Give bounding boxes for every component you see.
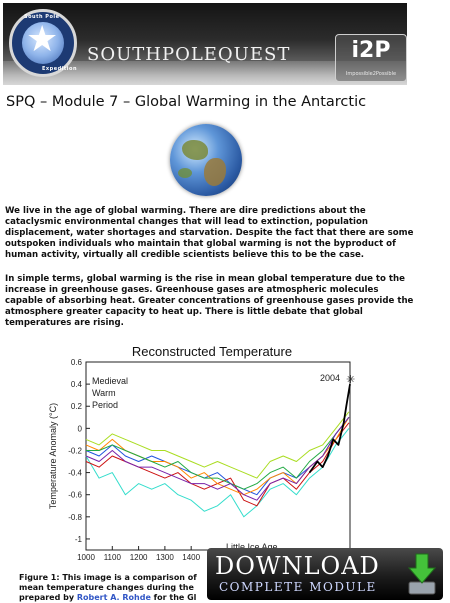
y-tick-label: -0.6 [68, 491, 82, 500]
y-tick-label: -0.4 [68, 469, 82, 478]
partner-logo-mark: i2P [351, 38, 391, 63]
x-tick-label: 1200 [130, 553, 148, 562]
chart-title: Reconstructed Temperature [132, 344, 292, 359]
caption-suffix: for the Gl [150, 593, 197, 602]
series-line-2 [85, 422, 350, 507]
x-tick-label: 1100 [104, 553, 122, 562]
annotation-little-ice-age: Little Ice Age [226, 542, 278, 552]
x-tick-label: 1000 [77, 553, 95, 562]
y-tick-label: 0.4 [71, 380, 83, 389]
partner-tagline: Impossible2Possible [345, 71, 397, 77]
page-title: SPQ – Module 7 – Global Warming in the A… [6, 94, 367, 110]
logo-text-bottom: Expedition [42, 66, 78, 72]
y-axis-label: Temperature Anomaly (°C) [48, 403, 58, 509]
star-icon: ★ [26, 19, 59, 60]
logo-text-top: South Pole [24, 14, 60, 20]
annotation-medieval-1: Medieval [92, 376, 128, 386]
figure-caption: Figure 1: This image is a comparison of … [19, 573, 197, 603]
caption-line-3: prepared by Robert A. Rohde for the Gl [19, 593, 197, 603]
caption-line-2: mean temperature changes during the [19, 583, 194, 592]
asterisk-marker-icon: ✳ [346, 374, 355, 386]
series-group [85, 383, 351, 518]
header-banner: ★ South Pole Expedition SOUTHPOLEQUEST i… [3, 3, 407, 85]
x-tick-label: 1400 [182, 553, 200, 562]
y-tick-label: -0.2 [68, 446, 82, 455]
reconstructed-temperature-chart: Reconstructed Temperature 0.6 0.4 0.2 0 -0.2… [48, 344, 355, 562]
y-tick-label: -0.8 [68, 513, 82, 522]
earth-globe-icon [170, 124, 242, 196]
expedition-logo[interactable]: ★ South Pole Expedition [9, 9, 77, 77]
annotation-medieval-2: Warm [92, 388, 116, 398]
series-line-0 [85, 428, 350, 518]
annotation-medieval-3: Period [92, 400, 118, 410]
y-tick-label: 0.2 [71, 402, 83, 411]
y-tick-label: -1 [75, 535, 83, 544]
caption-line-1: Figure 1: This image is a comparison of [19, 573, 197, 582]
definition-paragraph: In simple terms, global warming is the r… [5, 274, 414, 328]
x-axis: 1000 1100 1200 1300 1400 [77, 546, 201, 562]
annotation-2004: 2004 [320, 373, 340, 383]
series-line-7 [308, 383, 351, 474]
series-line-1 [85, 416, 350, 496]
series-line-6 [85, 416, 350, 501]
series-line-4 [85, 411, 350, 479]
intro-paragraph: We live in the age of global warming. Th… [5, 206, 414, 260]
caption-prefix: prepared by [19, 593, 77, 602]
series-line-5 [86, 416, 350, 490]
brand-name[interactable]: SOUTHPOLEQUEST [87, 44, 291, 65]
download-label: DOWNLOAD [215, 552, 380, 580]
download-arrow-icon [407, 553, 437, 595]
download-sublabel: COMPLETE MODULE [219, 580, 377, 594]
download-module-button[interactable]: DOWNLOAD COMPLETE MODULE [207, 548, 443, 600]
x-tick-label: 1300 [156, 553, 174, 562]
partner-logo[interactable]: i2P Impossible2Possible [335, 34, 407, 82]
caption-author-link[interactable]: Robert A. Rohde [76, 593, 151, 602]
y-tick-label: 0.6 [71, 358, 83, 367]
y-tick-label: 0 [78, 424, 83, 433]
logo-globe [22, 22, 64, 64]
